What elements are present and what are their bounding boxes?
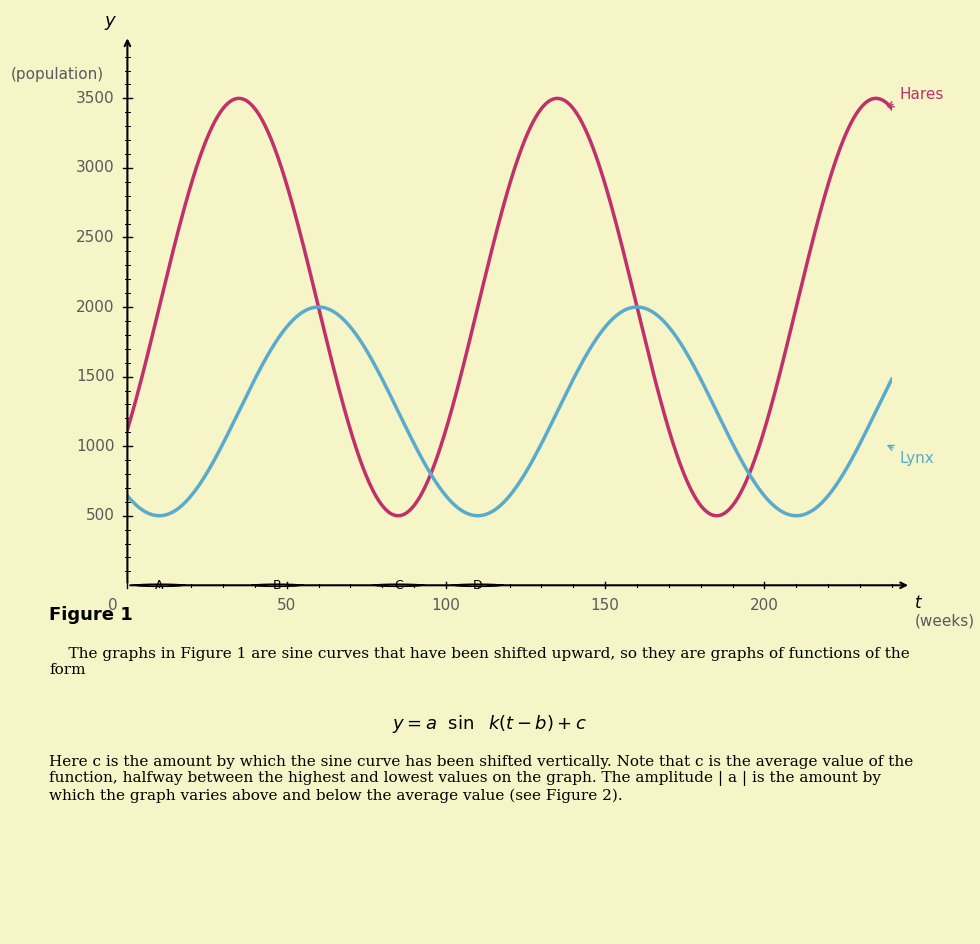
Text: 1500: 1500	[76, 369, 115, 384]
Text: 150: 150	[591, 598, 619, 613]
Text: A: A	[155, 579, 164, 592]
Circle shape	[137, 584, 181, 586]
Text: 0: 0	[108, 598, 118, 613]
Text: 2500: 2500	[76, 230, 115, 245]
Text: Figure 1: Figure 1	[49, 606, 132, 624]
Text: The graphs in Figure 1 are sine curves that have been shifted upward, so they ar: The graphs in Figure 1 are sine curves t…	[49, 647, 909, 677]
Text: (weeks): (weeks)	[914, 613, 975, 628]
Text: t: t	[914, 594, 921, 612]
Circle shape	[376, 584, 420, 586]
Text: B: B	[272, 579, 281, 592]
Text: 1000: 1000	[76, 439, 115, 454]
Text: y: y	[104, 12, 115, 30]
Text: Hares: Hares	[900, 87, 944, 102]
Text: C: C	[394, 579, 403, 592]
Text: 3000: 3000	[76, 160, 115, 176]
Text: Lynx: Lynx	[900, 450, 934, 465]
Text: 2000: 2000	[76, 299, 115, 314]
Circle shape	[456, 584, 500, 586]
Text: 500: 500	[86, 508, 115, 523]
Text: 3500: 3500	[76, 91, 115, 106]
Text: Here c is the amount by which the sine curve has been shifted vertically. Note t: Here c is the amount by which the sine c…	[49, 755, 913, 803]
Circle shape	[255, 584, 300, 586]
Text: (population): (population)	[11, 67, 104, 82]
Text: 50: 50	[277, 598, 296, 613]
Text: 100: 100	[431, 598, 461, 613]
Text: D: D	[473, 579, 482, 592]
Text: $y = a\ \ \sin\ \ k(t - b) + c$: $y = a\ \ \sin\ \ k(t - b) + c$	[392, 713, 588, 734]
Text: 200: 200	[750, 598, 779, 613]
